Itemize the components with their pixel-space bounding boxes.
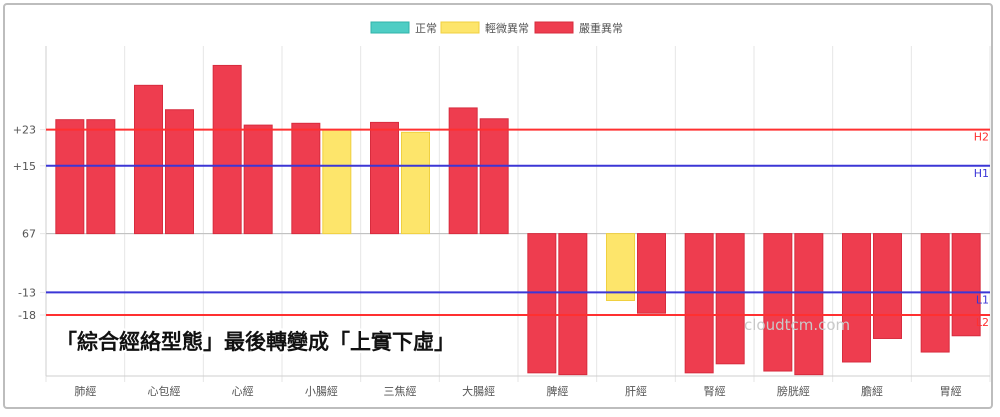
bar bbox=[243, 124, 273, 235]
bar bbox=[951, 233, 981, 337]
bar bbox=[134, 84, 163, 235]
bar bbox=[212, 64, 242, 235]
bar bbox=[637, 233, 666, 314]
y-tick-label: -18 bbox=[18, 309, 36, 322]
legend-label: 正常 bbox=[415, 22, 437, 35]
reference-line-label: L1 bbox=[976, 293, 989, 306]
bar bbox=[401, 131, 430, 235]
bar bbox=[558, 233, 588, 376]
legend-swatch bbox=[534, 21, 574, 34]
bar bbox=[86, 119, 116, 235]
bar bbox=[527, 233, 557, 374]
bar bbox=[715, 233, 745, 365]
legend-label: 嚴重異常 bbox=[579, 21, 623, 35]
reference-line-label: H2 bbox=[974, 131, 989, 144]
bar bbox=[448, 107, 478, 235]
y-tick-label: +23 bbox=[13, 124, 36, 137]
bar bbox=[322, 129, 352, 235]
reference-line-label: H1 bbox=[974, 167, 989, 180]
x-tick-label: 胃經 bbox=[940, 384, 962, 398]
reference-line-label: L2 bbox=[976, 316, 989, 329]
x-tick-label: 脾經 bbox=[546, 384, 568, 398]
x-tick-label: 大腸經 bbox=[462, 384, 495, 398]
bar bbox=[606, 233, 635, 302]
bar bbox=[763, 233, 793, 372]
legend-swatch bbox=[440, 21, 480, 34]
bar bbox=[291, 122, 321, 235]
x-tick-label: 腎經 bbox=[704, 384, 726, 398]
watermark: cloudtcm.com bbox=[744, 316, 850, 334]
bar bbox=[165, 109, 194, 235]
legend-swatch bbox=[370, 21, 410, 34]
x-tick-label: 心經 bbox=[232, 384, 254, 398]
bar bbox=[794, 233, 824, 376]
bar bbox=[842, 233, 871, 363]
x-tick-label: 肝經 bbox=[625, 384, 647, 398]
bar bbox=[873, 233, 902, 339]
bar bbox=[370, 121, 399, 235]
legend-label: 輕微異常 bbox=[485, 21, 529, 35]
x-tick-label: 小腸經 bbox=[305, 384, 338, 398]
bar bbox=[55, 119, 85, 235]
x-tick-label: 三焦經 bbox=[384, 384, 417, 398]
y-tick-label: 67 bbox=[22, 228, 36, 241]
bar bbox=[684, 233, 714, 374]
x-tick-label: 心包經 bbox=[148, 384, 181, 398]
x-tick-label: 肺經 bbox=[74, 384, 96, 398]
bar bbox=[479, 118, 509, 235]
y-tick-label: -13 bbox=[18, 286, 36, 299]
y-tick-label: +15 bbox=[13, 160, 36, 173]
x-tick-label: 膀胱經 bbox=[777, 384, 810, 398]
annotation-text: 「綜合經絡型態」最後轉變成「上實下虛」 bbox=[56, 330, 455, 354]
x-tick-label: 膽經 bbox=[861, 384, 883, 398]
